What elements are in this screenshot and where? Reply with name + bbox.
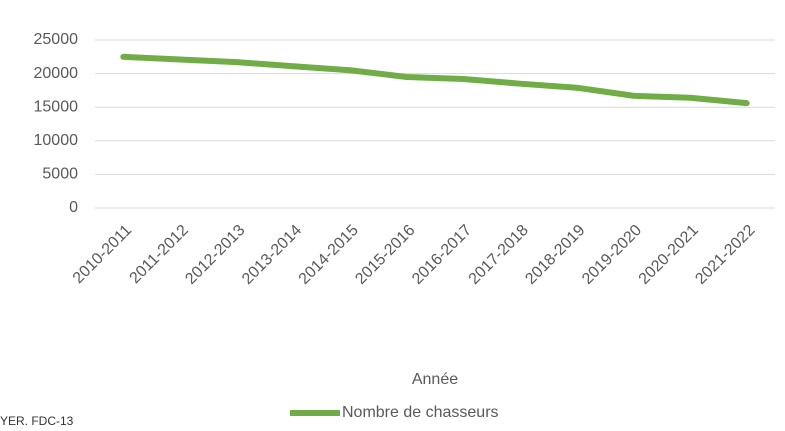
x-tick-label: 2015-2016 [352, 222, 418, 288]
x-tick-label: 2010-2011 [70, 222, 135, 287]
x-tick-label: 2020-2021 [636, 222, 702, 288]
x-tick-label: 2018-2019 [522, 222, 588, 288]
y-tick-label: 10000 [34, 132, 79, 149]
y-tick-label: 20000 [34, 65, 79, 82]
legend-label: Nombre de chasseurs [342, 404, 499, 421]
x-tick-label: 2014-2015 [296, 222, 362, 288]
x-tick-label: 2011-2012 [127, 222, 192, 287]
x-tick-label: 2013-2014 [239, 222, 305, 288]
x-tick-label: 2017-2018 [466, 222, 532, 288]
x-axis-title: Année [412, 371, 458, 388]
x-tick-label: 2016-2017 [409, 222, 475, 288]
x-tick-label: 2012-2013 [182, 222, 248, 288]
x-tick-label: 2019-2020 [579, 222, 645, 288]
source-note: YER. FDC-13 [0, 414, 74, 428]
y-tick-label: 15000 [34, 98, 79, 115]
y-tick-label: 25000 [34, 31, 79, 48]
y-tick-label: 0 [69, 199, 78, 216]
data-line [120, 53, 750, 107]
y-tick-label: 5000 [42, 166, 78, 183]
x-tick-label: 2021-2022 [692, 222, 758, 288]
